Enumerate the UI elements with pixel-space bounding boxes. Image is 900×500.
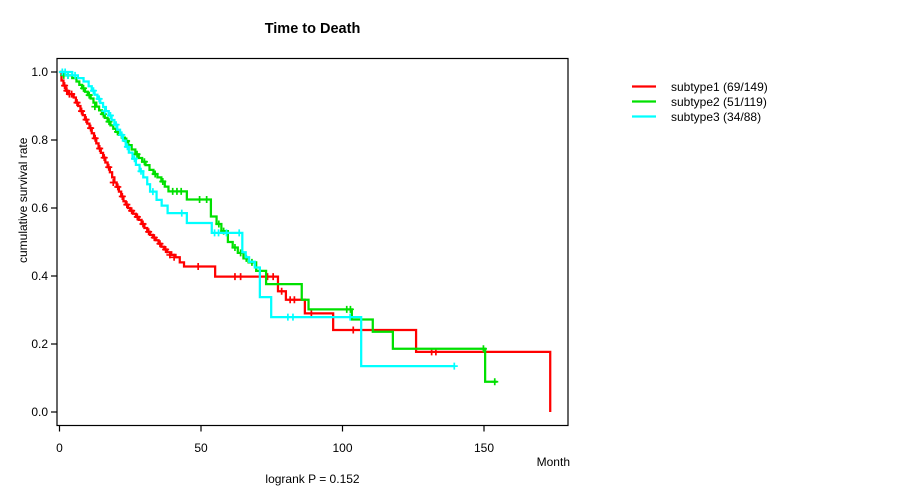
y-tick-label: 0.2: [31, 337, 48, 351]
legend-label: subtype3 (34/88): [671, 109, 762, 124]
km-curve-1: [59, 70, 552, 412]
y-tick-label: 0.6: [31, 201, 48, 215]
legend-item: subtype1 (69/149): [630, 79, 768, 94]
km-curve-2: [59, 70, 497, 383]
x-tick-label: 0: [56, 441, 63, 455]
x-axis-label: Month: [536, 455, 570, 469]
logrank-annotation: logrank P = 0.152: [265, 472, 360, 486]
x-tick-label: 150: [474, 441, 494, 455]
km-curve-3: [59, 70, 455, 368]
y-tick-label: 0.0: [31, 405, 48, 419]
y-tick-label: 1.0: [31, 65, 48, 79]
censor-marks-1: [61, 82, 440, 356]
legend-label: subtype1 (69/149): [671, 79, 768, 94]
y-tick-label: 0.4: [31, 269, 48, 283]
chart-title: Time to Death: [264, 21, 361, 37]
legend-item: subtype3 (34/88): [630, 109, 768, 124]
censor-marks-2: [60, 71, 499, 386]
y-tick-label: 0.8: [31, 133, 48, 147]
legend: subtype1 (69/149) subtype2 (51/119) subt…: [630, 79, 768, 124]
censor-marks-3: [58, 68, 458, 370]
legend-line-swatch: [632, 100, 656, 103]
plot-box: [56, 57, 569, 427]
x-tick-label: 50: [194, 441, 208, 455]
legend-item: subtype2 (51/119): [630, 94, 768, 109]
legend-line-swatch: [632, 85, 656, 88]
x-tick-label: 100: [332, 441, 352, 455]
legend-line-swatch: [632, 115, 656, 118]
legend-label: subtype2 (51/119): [671, 94, 767, 109]
